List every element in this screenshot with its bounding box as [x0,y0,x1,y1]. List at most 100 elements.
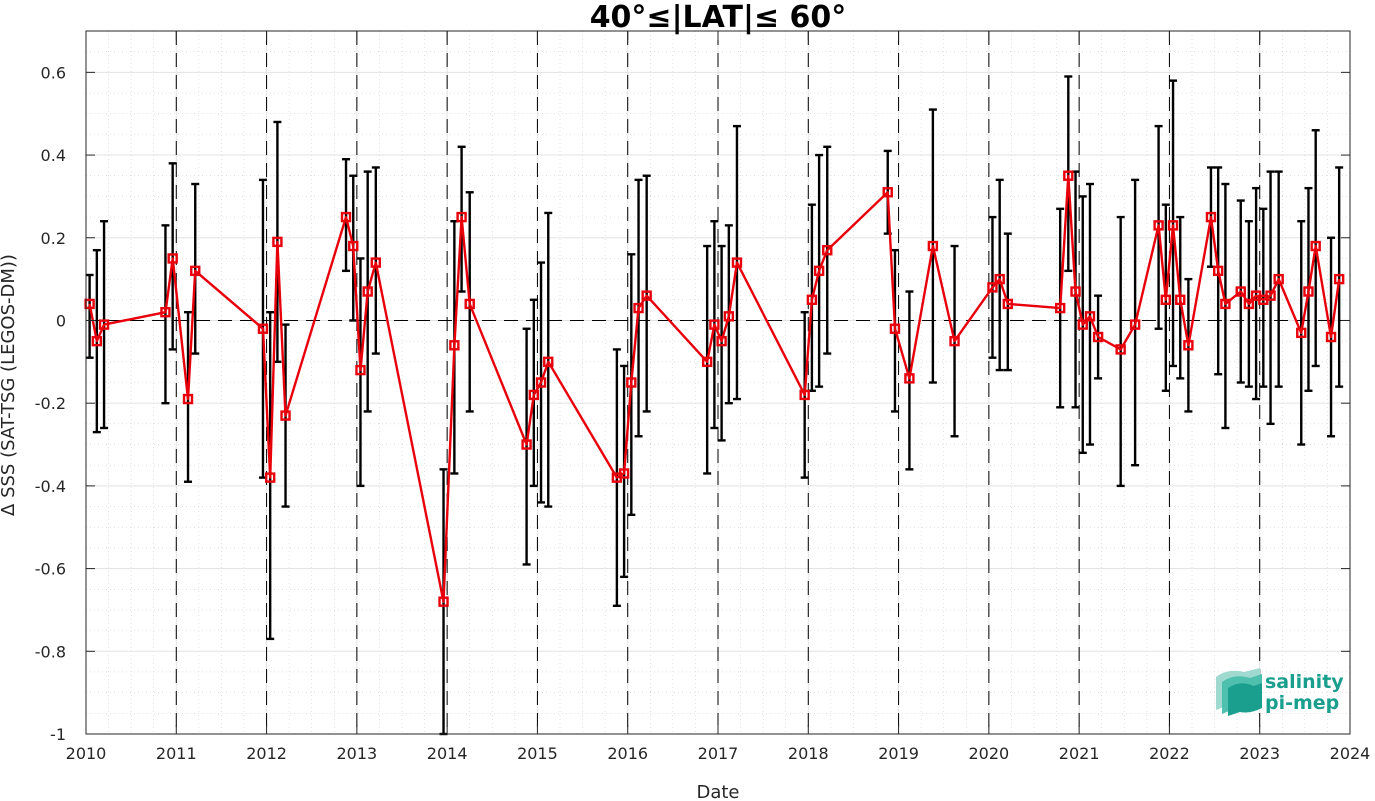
logo-text-line1: salinity [1265,671,1344,693]
data-point-marker [1092,331,1104,343]
data-point-marker [1084,311,1096,322]
y-tick-label: 0 [56,311,66,330]
data-point-marker [633,302,644,314]
data-point-marker [1153,220,1164,231]
x-tick-label: 2012 [246,744,287,763]
x-tick-label: 2013 [336,744,377,763]
y-tick-label: -0.6 [35,560,66,579]
data-point-marker [927,240,939,252]
data-point-marker [1235,286,1246,297]
data-point-marker [348,240,359,252]
data-point-marker [994,273,1005,285]
data-point-marker [1077,319,1088,330]
x-tick-label: 2019 [878,744,919,763]
y-tick-label: -0.4 [35,477,66,496]
data-point-marker [904,373,915,384]
data-point-marker [626,377,637,388]
axis-ticks [85,31,1351,735]
data-point-marker [1002,298,1014,310]
data-point-marker [543,356,554,368]
chart-title: 40°≤|LAT|≤ 60° [590,0,847,35]
data-point-marker [1054,302,1066,314]
data-point-marker [456,211,467,223]
y-tick-label: 0.6 [41,63,66,82]
data-point-marker [1205,211,1217,223]
data-point-marker [1167,220,1179,231]
data-point-marker [340,211,352,223]
data-point-marker [716,335,727,347]
data-point-marker [1243,298,1255,310]
data-point-marker [1310,240,1321,252]
x-tick-label: 2016 [607,744,648,763]
data-point-marker [1115,344,1126,355]
data-point-marker [449,340,460,351]
x-tick-labels: 2010 2011 2012 2013 2014 2015 2016 2017 2018 2019… [66,744,1371,763]
data-point-marker [182,393,194,405]
y-tick-label: 0.4 [41,146,66,165]
data-point-marker [723,311,735,322]
data-point-marker [160,307,171,318]
data-point-marker [355,364,366,376]
logo-text-line2: pi-mep [1265,692,1339,714]
y-tick-labels: -1 -0.8 -0.6 -0.4 -0.2 0 0.2 0.4 0.6 [35,63,66,744]
data-point-marker [280,410,291,421]
data-point-marker [362,286,373,297]
error-bars [85,75,1344,736]
x-tick-label: 2014 [427,744,468,763]
data-point-marker [521,439,532,450]
year-dividers [175,31,1261,734]
data-point-marker [1325,331,1337,343]
data-point-marker [438,596,449,607]
data-point-marker [190,265,201,277]
data-point-marker [1212,265,1224,277]
data-point-marker [889,323,901,334]
y-tick-label: -1 [50,725,66,744]
data-point-marker [1303,286,1314,297]
y-tick-label: -0.8 [35,642,66,661]
data-point-marker [1333,273,1345,285]
data-point-marker [167,253,178,264]
data-point-marker [535,377,547,388]
data-point-marker [1296,327,1307,339]
y-tick-label: -0.2 [35,394,66,413]
data-point-marker [882,187,893,198]
data-point-marker [641,290,652,301]
series-line [88,174,1341,603]
x-tick-label: 2023 [1239,744,1280,763]
data-point-marker [731,257,743,268]
x-tick-label: 2018 [788,744,829,763]
y-axis-title: Δ SSS (SAT-TSG (LEGOS-DM)) [0,254,19,516]
data-point-marker [91,335,103,347]
data-point-marker [1220,298,1231,310]
x-axis-title: Date [696,782,739,801]
x-tick-label: 2017 [698,744,739,763]
y-tick-label: 0.2 [41,229,66,248]
data-point-marker [709,319,720,330]
data-point-marker [987,282,998,293]
data-point-marker [1160,294,1172,305]
series-markers [84,170,1345,607]
data-point-marker [98,319,110,330]
x-tick-label: 2010 [66,744,107,763]
data-point-marker [1129,319,1141,330]
data-point-marker [799,389,810,401]
data-point-marker [370,257,382,268]
x-tick-label: 2020 [968,744,1009,763]
data-point-marker [1063,170,1074,181]
x-tick-label: 2015 [517,744,558,763]
data-point-marker [1175,294,1186,305]
data-point-marker [701,356,713,368]
data-point-marker [822,244,833,256]
data-point-marker [1070,286,1081,297]
x-tick-label: 2011 [156,744,197,763]
data-point-marker [1273,273,1284,285]
data-point-marker [806,294,818,305]
x-tick-label: 2021 [1059,744,1100,763]
data-point-marker [528,389,540,401]
data-point-marker [1265,290,1276,301]
x-tick-label: 2024 [1330,744,1371,763]
logo-mark-icon [1216,668,1262,716]
data-point-marker [618,468,630,479]
salinity-pimep-logo: salinity pi-mep [1216,668,1344,716]
